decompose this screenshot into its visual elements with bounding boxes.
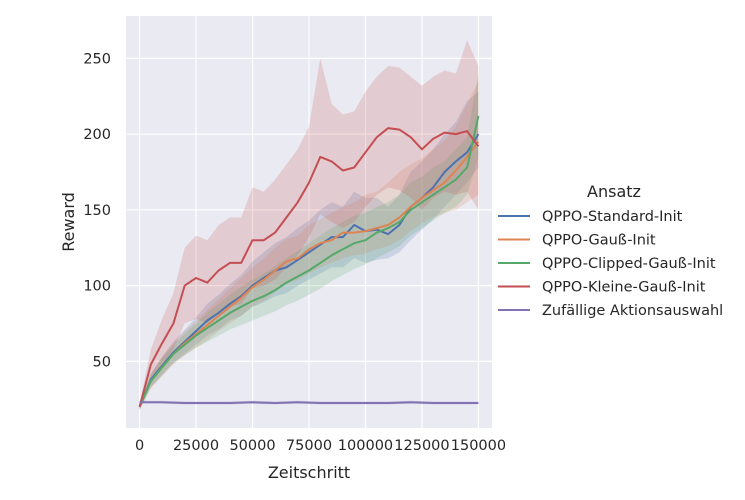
x-axis-label: Zeitschritt: [268, 463, 350, 482]
x-tick-label: 50000: [229, 438, 275, 454]
series-1-line: [138, 141, 480, 408]
y-tick-label: 250: [83, 51, 111, 67]
legend-label-4: Zufällige Aktionsauswahl: [542, 303, 723, 319]
series-2-line: [138, 115, 480, 408]
y-tick-labels: 50 100 150 200 250: [83, 51, 111, 370]
series-0-confidence-band: [139, 91, 479, 410]
series-3-confidence-band: [139, 40, 479, 410]
series-lines: [138, 115, 480, 408]
y-axis-label: Reward: [59, 192, 78, 252]
legend: Ansatz QPPO-Standard-Init QPPO-Gauß-Init Q…: [498, 182, 723, 319]
series-4-line: [139, 401, 479, 404]
legend-label-1: QPPO-Gauß-Init: [542, 233, 656, 249]
grid: [126, 16, 492, 428]
legend-title: Ansatz: [587, 182, 641, 201]
legend-label-3: QPPO-Kleine-Gauß-Init: [542, 280, 706, 296]
x-tick-label: 25000: [173, 438, 219, 454]
series-2-confidence-band: [139, 73, 479, 410]
x-tick-label: 100000: [338, 438, 393, 454]
x-tick-label: 75000: [286, 438, 332, 454]
y-tick-label: 100: [83, 279, 111, 295]
series-3-line: [138, 127, 480, 408]
legend-label-2: QPPO-Clipped-Gauß-Init: [542, 256, 716, 272]
x-tick-label: 125000: [394, 438, 449, 454]
x-tick-label: 0: [135, 438, 144, 454]
y-tick-label: 50: [93, 354, 111, 370]
y-tick-label: 150: [83, 203, 111, 219]
x-tick-labels: 0 25000 50000 75000 100000 125000 150000: [135, 438, 506, 454]
series-1-confidence-band: [139, 81, 479, 410]
legend-label-0: QPPO-Standard-Init: [542, 209, 683, 225]
x-tick-label: 150000: [451, 438, 506, 454]
y-tick-label: 200: [83, 127, 111, 143]
